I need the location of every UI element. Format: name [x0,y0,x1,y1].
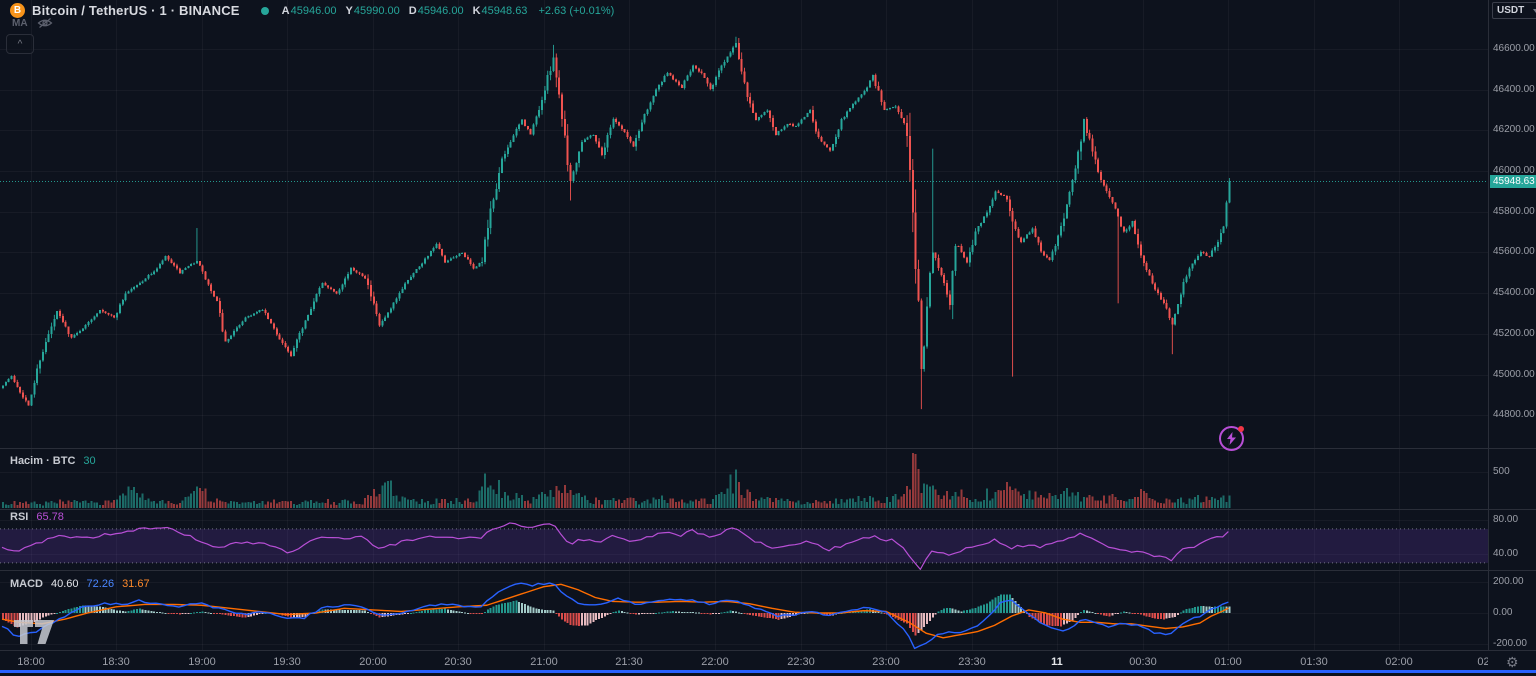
time-axis-label: 19:00 [188,656,216,668]
axis-settings-gear-icon[interactable]: ⚙ [1506,654,1519,670]
time-axis-label: 20:30 [444,656,472,668]
currency-selector[interactable]: USDT [1492,2,1536,19]
rsi-axis-label: 80.00 [1493,514,1519,526]
candle-wicks [2,36,1230,410]
grid [0,0,1488,650]
change-value: +2.63 (+0.01%) [538,4,615,17]
time-axis-label: 11 [1051,656,1063,668]
quick-action-lightning-icon[interactable] [1219,426,1244,451]
time-axis-label: 22:00 [701,656,729,668]
price-axis-label: 45200.00 [1493,327,1535,339]
bottom-accent-bar [0,670,1536,673]
notification-dot [1238,426,1244,432]
macd-histogram [2,594,1231,636]
time-axis-label: 19:30 [273,656,301,668]
time-axis-label: 02:00 [1385,656,1413,668]
time-axis-label: 01:00 [1214,656,1242,668]
close-label: K [472,4,481,17]
rsi-pane-title[interactable]: RSI 65.78 [10,511,64,523]
price-axis-label: 45000.00 [1493,368,1535,380]
ohlc-readout: A45946.00 Y45990.00 D45946.00 K45948.63 … [282,5,615,17]
close-value: 45948.63 [481,4,528,17]
legend-collapse-button[interactable]: ^ [6,34,34,54]
bitcoin-icon: B [10,3,25,18]
volume-title: Hacim · BTC [10,455,76,467]
open-label: A [281,4,290,17]
time-axis-label: 21:00 [530,656,558,668]
price-axis-label: 45400.00 [1493,287,1535,299]
rsi-line [1,522,1229,570]
macd-axis-label: -200.00 [1493,638,1527,649]
macd-pane-title[interactable]: MACD 40.60 72.26 31.67 [10,578,150,590]
price-axis-label: 46000.00 [1493,165,1535,177]
symbol-header: B Bitcoin / TetherUS · 1 · BINANCE A4594… [10,3,614,18]
time-axis-label: 01:30 [1300,656,1328,668]
high-value: 45990.00 [353,4,400,17]
low-label: D [408,4,417,17]
last-price-badge: 45948.63 [1490,175,1536,188]
volume-bars [2,452,1231,508]
volume-value: 30 [83,455,96,467]
price-axis-label: 45600.00 [1493,246,1535,258]
high-label: Y [345,4,353,17]
macd-line [1,582,1229,650]
macd-hist-value: 40.60 [51,578,79,590]
time-axis-label: 00:30 [1129,656,1157,668]
volume-axis-label: 500 [1493,466,1510,477]
time-axis-label: 18:00 [17,656,45,668]
price-axis[interactable]: USDT 46600.00 46400.00 46200.00 46000.00 458… [1488,0,1536,650]
time-axis-label: 20:00 [359,656,387,668]
indicator-legend-row: MA [12,17,53,29]
time-axis-label: 23:00 [872,656,900,668]
price-axis-label: 46400.00 [1493,83,1535,95]
time-axis[interactable]: 18:00 18:30 19:00 19:30 20:00 20:30 21:00 21:30… [0,650,1536,676]
time-axis-label: 23:30 [958,656,986,668]
macd-axis-label: 0.00 [1493,607,1513,618]
main-chart[interactable] [0,0,1536,650]
macd-axis-label: 200.00 [1493,576,1524,587]
candles [2,42,1231,406]
macd-signal-value: 31.67 [122,578,150,590]
low-value: 45946.00 [417,4,464,17]
symbol-title[interactable]: Bitcoin / TetherUS · 1 · BINANCE [32,3,240,18]
macd-signal-line [1,583,1229,639]
tradingview-logo[interactable] [14,620,56,644]
rsi-axis-label: 40.00 [1493,548,1519,560]
price-axis-label: 46600.00 [1493,42,1535,54]
time-axis-label: 21:30 [615,656,643,668]
rsi-title: RSI [10,511,29,523]
chevron-down-icon [1533,8,1536,13]
market-status-dot[interactable] [260,6,269,15]
macd-line-value: 72.26 [86,578,115,590]
ma-indicator-label[interactable]: MA [12,17,28,29]
rsi-value: 65.78 [36,511,64,523]
eye-slash-icon[interactable] [37,17,53,29]
price-axis-label: 45800.00 [1493,205,1535,217]
currency-label: USDT [1497,5,1525,16]
open-value: 45946.00 [290,4,337,17]
price-axis-label: 44800.00 [1493,409,1535,421]
time-axis-label: 22:30 [787,656,815,668]
price-axis-label: 46200.00 [1493,124,1535,136]
macd-title: MACD [10,578,43,590]
volume-pane-title[interactable]: Hacim · BTC 30 [10,455,96,467]
time-axis-label: 02: [1477,656,1488,668]
time-axis-label: 18:30 [102,656,130,668]
